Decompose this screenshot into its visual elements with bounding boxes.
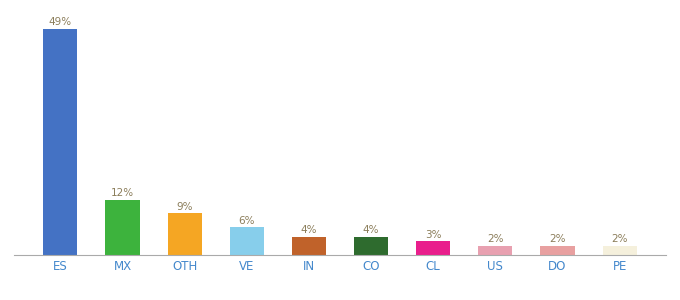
Text: 9%: 9% [176,202,193,212]
Bar [230,227,264,255]
Text: 49%: 49% [49,17,72,28]
Bar [354,236,388,255]
Bar [292,236,326,255]
Text: 2%: 2% [611,234,628,244]
Bar [416,241,450,255]
Bar [105,200,139,255]
Text: 4%: 4% [363,225,379,235]
Text: 4%: 4% [301,225,317,235]
Bar [44,29,78,255]
Text: 3%: 3% [425,230,441,240]
Bar [167,214,202,255]
Bar [541,246,575,255]
Bar [478,246,513,255]
Text: 2%: 2% [487,234,504,244]
Text: 2%: 2% [549,234,566,244]
Bar [602,246,636,255]
Text: 6%: 6% [239,216,255,226]
Text: 12%: 12% [111,188,134,198]
